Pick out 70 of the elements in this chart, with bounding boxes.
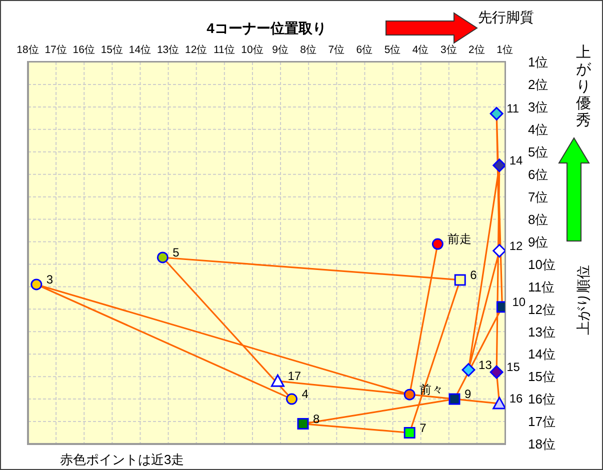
point [490, 365, 504, 379]
y-tick-label: 8位 [528, 212, 548, 227]
text: 上がり優秀 [576, 44, 591, 129]
y-tick-label: 15位 [528, 369, 556, 384]
annotation: 16 [509, 392, 524, 406]
annotation: 7 [420, 420, 427, 435]
y-axis-title: 上がり順位 [575, 265, 591, 335]
x-axis-title: 4コーナー位置取り [206, 20, 326, 36]
y-tick-label: 14位 [528, 346, 556, 362]
annotation: 10 [512, 294, 526, 309]
x-tick-label: 11位 [213, 44, 236, 56]
y-tick-label: 7位 [528, 189, 548, 204]
text: 先行脚質 [478, 9, 534, 25]
point [404, 388, 416, 400]
annotation: 13 [478, 358, 492, 372]
annotation: 5 [172, 245, 180, 260]
x-tick-label: 17位 [44, 44, 68, 56]
annotation: 11 [506, 102, 520, 116]
point [448, 393, 460, 405]
annotation: 12 [509, 238, 524, 253]
x-tick-label: 18位 [16, 44, 40, 56]
point [286, 393, 298, 405]
x-tick-label: 15位 [100, 44, 124, 56]
y-tick-label: 5位 [528, 144, 548, 160]
text: 赤色ポイントは近3走 [60, 452, 184, 467]
y-tick-label: 11位 [528, 279, 554, 294]
y-tick-label: 6位 [528, 166, 548, 182]
y-tick-label: 17位 [528, 414, 556, 430]
annotation: 15 [506, 360, 520, 374]
x-tick-label: 16位 [72, 44, 96, 56]
point [492, 396, 505, 410]
annotation: 3 [46, 272, 54, 286]
x-tick-label: 14位 [128, 44, 152, 56]
annotation: 6 [470, 268, 478, 282]
y-tick-label: 10位 [528, 256, 556, 272]
x-tick-label: 5位 [384, 44, 402, 56]
point [432, 238, 444, 250]
x-tick-label: 9位 [272, 44, 289, 56]
annotation: 14 [509, 153, 524, 168]
point [156, 252, 168, 264]
y-tick-label: 12位 [528, 302, 556, 317]
y-tick-label: 2位 [528, 77, 548, 92]
x-tick-label: 7位 [328, 44, 346, 56]
y-tick-label: 13位 [528, 324, 556, 340]
y-tick-label: 1位 [528, 54, 548, 70]
y-tick-label: 4位 [528, 122, 548, 138]
annotation: 4 [302, 387, 309, 402]
y-tick-label: 18位 [528, 436, 556, 452]
annotation: 前走 [448, 232, 472, 246]
point [297, 418, 309, 430]
x-tick-label: 3位 [440, 44, 458, 56]
annotation: 9 [464, 387, 472, 402]
point [492, 158, 505, 172]
x-tick-label: 1位 [496, 44, 514, 56]
x-tick-label: 4位 [412, 44, 430, 56]
point [454, 274, 466, 286]
x-tick-label: 10位 [241, 44, 264, 56]
annotation: 17 [288, 369, 302, 384]
x-tick-label: 12位 [185, 44, 208, 56]
point [490, 106, 504, 120]
x-tick-label: 13位 [156, 44, 180, 56]
y-tick-label: 3位 [528, 100, 548, 115]
y-tick-label: 16位 [528, 392, 556, 407]
x-tick-label: 8位 [300, 44, 318, 56]
point [30, 278, 42, 290]
point [404, 427, 416, 439]
x-tick-label: 6位 [356, 44, 374, 56]
x-tick-label: 2位 [468, 44, 486, 56]
point [462, 363, 476, 377]
y-tick-label: 9位 [528, 234, 548, 250]
